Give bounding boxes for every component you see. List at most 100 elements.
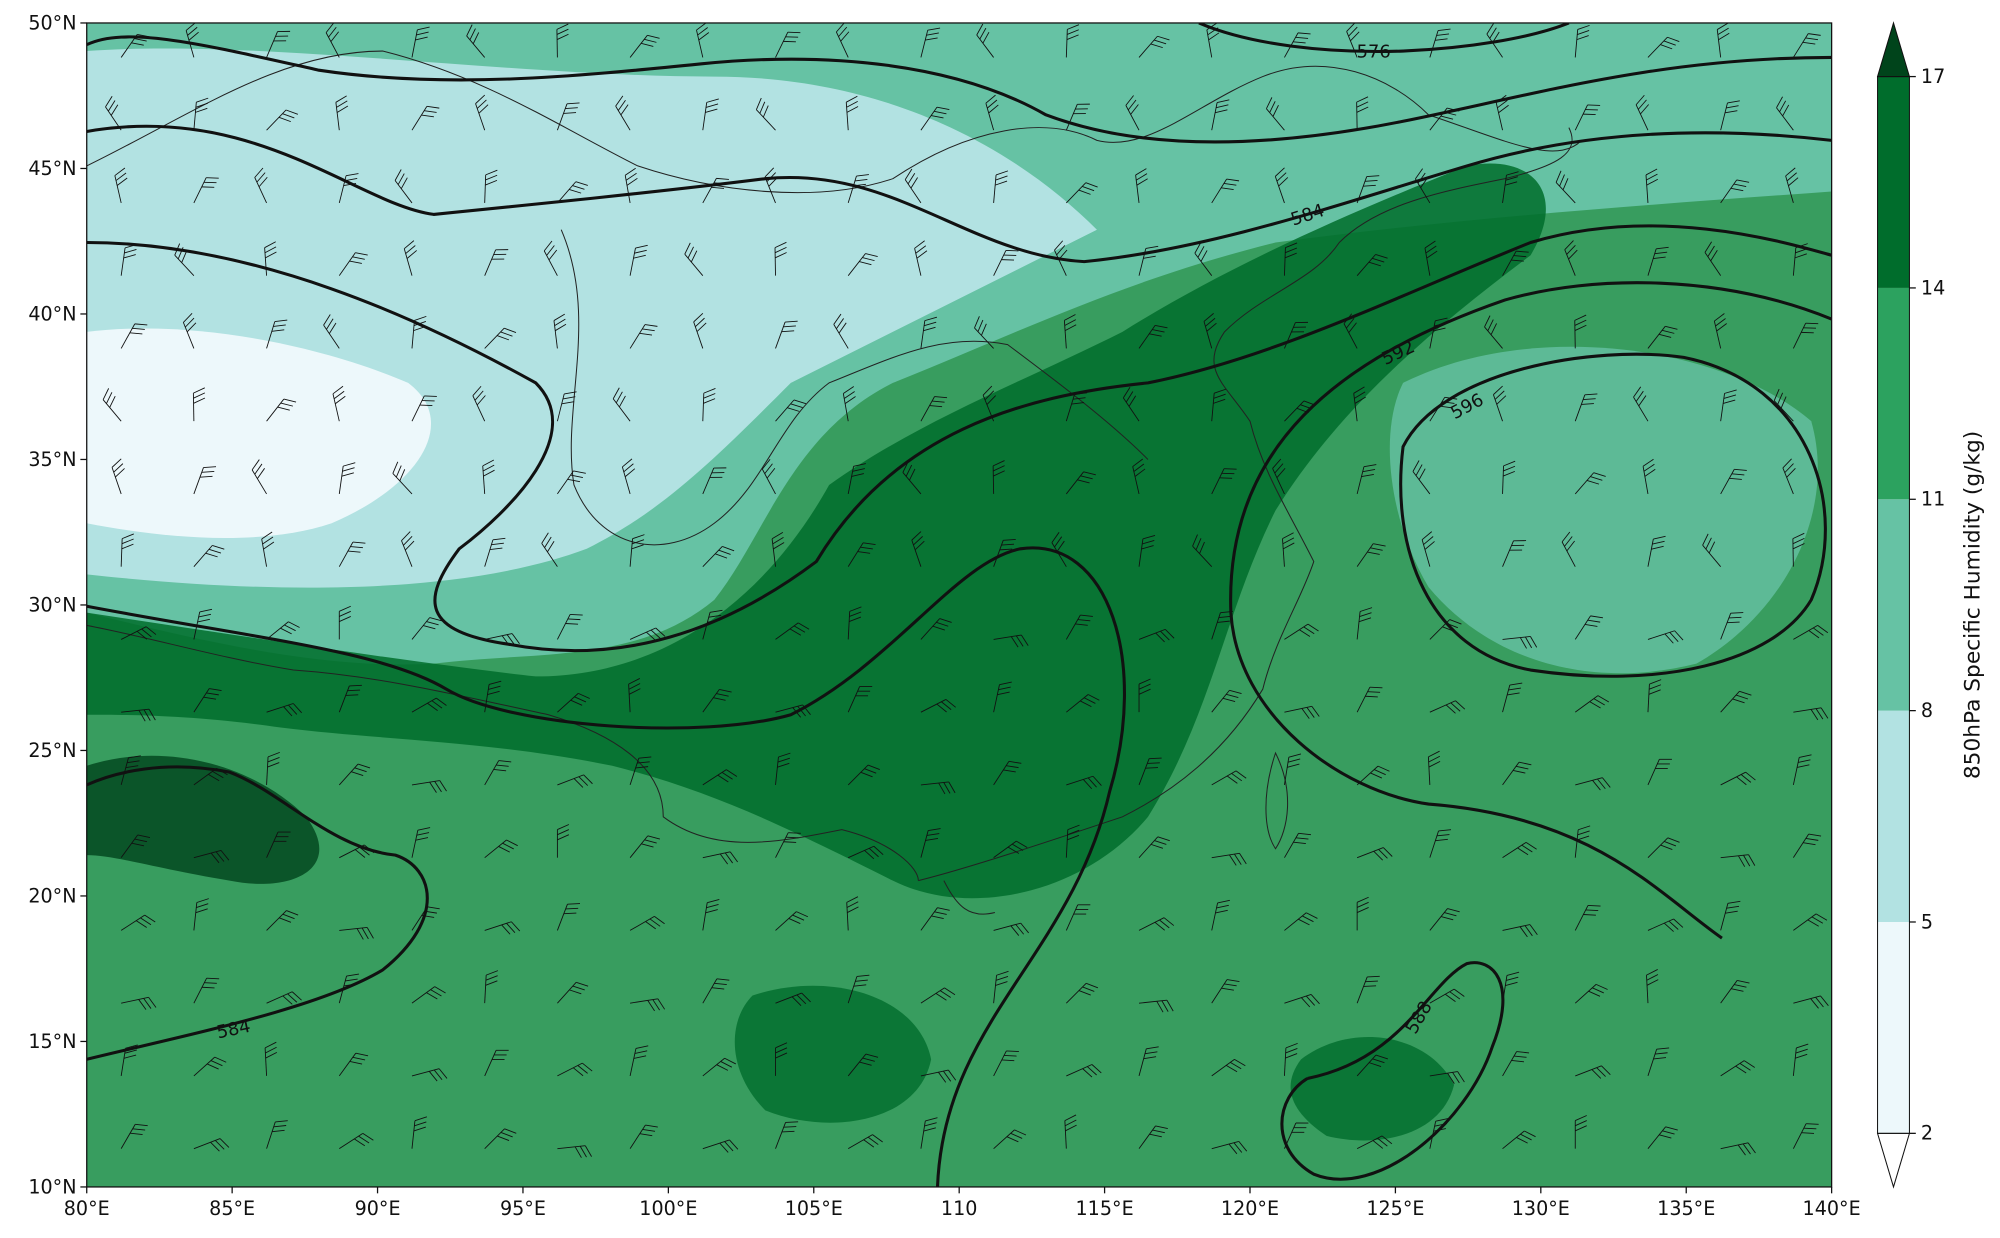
- wind-barb: [332, 385, 346, 422]
- barb-feather: [1226, 178, 1240, 182]
- barb-feather: [1067, 824, 1080, 831]
- wind-barb: [1211, 979, 1240, 1004]
- barb-feather: [267, 757, 280, 763]
- barb-feather: [267, 751, 280, 758]
- barb-feather: [267, 762, 280, 768]
- barb-feather: [716, 693, 729, 697]
- wind-barb: [1138, 324, 1168, 349]
- wind-barb: [556, 824, 570, 858]
- barb-feather: [1440, 916, 1454, 921]
- barb-feather: [352, 1056, 366, 1061]
- wind-barb: [338, 684, 362, 713]
- wind-barb: [553, 313, 567, 349]
- barb-feather: [1424, 541, 1435, 550]
- wind-barb: [993, 1050, 1019, 1077]
- x-tick-label: 80°E: [64, 1197, 110, 1220]
- barb-feather: [274, 319, 288, 323]
- barb-feather: [342, 467, 355, 472]
- barb-feather: [1008, 760, 1022, 764]
- barb-feather: [1229, 689, 1242, 695]
- barb-feather: [635, 244, 648, 249]
- barb-feather: [1075, 623, 1088, 626]
- colorbar-band: [1877, 710, 1910, 922]
- wind-barb: [1502, 636, 1538, 649]
- barb-feather: [1228, 1143, 1238, 1155]
- wind-barb: [974, 316, 994, 349]
- barb-feather: [354, 1138, 366, 1147]
- barb-feather: [1138, 688, 1151, 695]
- barb-feather: [1428, 760, 1441, 768]
- barb-feather: [1748, 854, 1756, 866]
- x-tick-label: 100°E: [639, 1197, 697, 1220]
- barb-feather: [395, 465, 402, 478]
- barb-feather: [144, 914, 156, 923]
- barb-feather: [1574, 319, 1587, 326]
- barb-feather: [1073, 913, 1087, 915]
- border: [86, 50, 1582, 194]
- barb-feather: [1082, 1068, 1093, 1078]
- barb-feather: [210, 1141, 220, 1152]
- barb-feather: [1577, 24, 1590, 30]
- barb-feather: [355, 1052, 369, 1057]
- barb-feather: [1215, 109, 1228, 114]
- barb-feather: [498, 846, 510, 853]
- wind-barb: [120, 243, 138, 276]
- barb-feather: [277, 30, 291, 33]
- barb-feather: [1133, 463, 1145, 472]
- barb-feather: [1494, 390, 1505, 400]
- barb-feather: [579, 1146, 587, 1158]
- barb-feather: [105, 96, 113, 108]
- wind-barb: [1065, 904, 1091, 931]
- barb-feather: [195, 107, 208, 113]
- barb-feather: [1664, 633, 1674, 644]
- wind-barb: [1138, 836, 1170, 858]
- barb-feather: [934, 396, 948, 399]
- barb-feather: [1192, 534, 1198, 547]
- barb-feather: [127, 760, 140, 764]
- barb-feather: [186, 322, 197, 333]
- barb-feather: [1484, 315, 1491, 328]
- barb-feather: [1056, 540, 1065, 552]
- barb-feather: [335, 95, 347, 103]
- barb-feather: [1642, 458, 1654, 467]
- barb-feather: [622, 458, 633, 468]
- barb-feather: [439, 780, 447, 792]
- barb-feather: [1144, 1051, 1158, 1055]
- barb-feather: [1734, 468, 1747, 471]
- barb-feather: [1726, 105, 1739, 109]
- barb-feather: [1807, 919, 1819, 927]
- wind-barb: [1066, 694, 1100, 713]
- barb-feather: [1082, 986, 1095, 992]
- barb-feather: [995, 170, 1009, 176]
- wind-barb: [847, 1053, 879, 1077]
- barb-feather: [421, 114, 434, 118]
- wind-barb: [193, 1138, 230, 1152]
- barb-feather: [199, 608, 213, 613]
- barb-feather: [713, 697, 726, 701]
- barb-feather: [865, 253, 878, 258]
- y-tick-label: 40°N: [28, 302, 76, 325]
- wind-barb: [121, 708, 156, 722]
- wind-barb: [102, 388, 122, 422]
- barb-feather: [862, 257, 875, 262]
- barb-feather: [196, 97, 209, 103]
- barb-feather: [993, 465, 1005, 472]
- barb-feather: [184, 317, 195, 328]
- wind-barb: [1647, 246, 1669, 276]
- wind-barb: [629, 324, 658, 349]
- barb-feather: [1301, 708, 1310, 719]
- barb-feather: [438, 1068, 448, 1079]
- wind-barb: [1211, 852, 1247, 866]
- barb-feather: [426, 105, 440, 109]
- colorbar-band: [1877, 287, 1910, 500]
- barb-feather: [1731, 473, 1745, 476]
- wind-barb: [1785, 167, 1799, 204]
- barb-feather: [797, 622, 810, 630]
- barb-feather: [109, 395, 116, 408]
- barb-feather: [426, 621, 439, 626]
- wind-barb: [411, 780, 447, 793]
- wind-barb: [920, 828, 941, 858]
- wind-barb: [484, 537, 506, 567]
- barb-feather: [1302, 915, 1314, 923]
- barb-feather: [1521, 844, 1533, 853]
